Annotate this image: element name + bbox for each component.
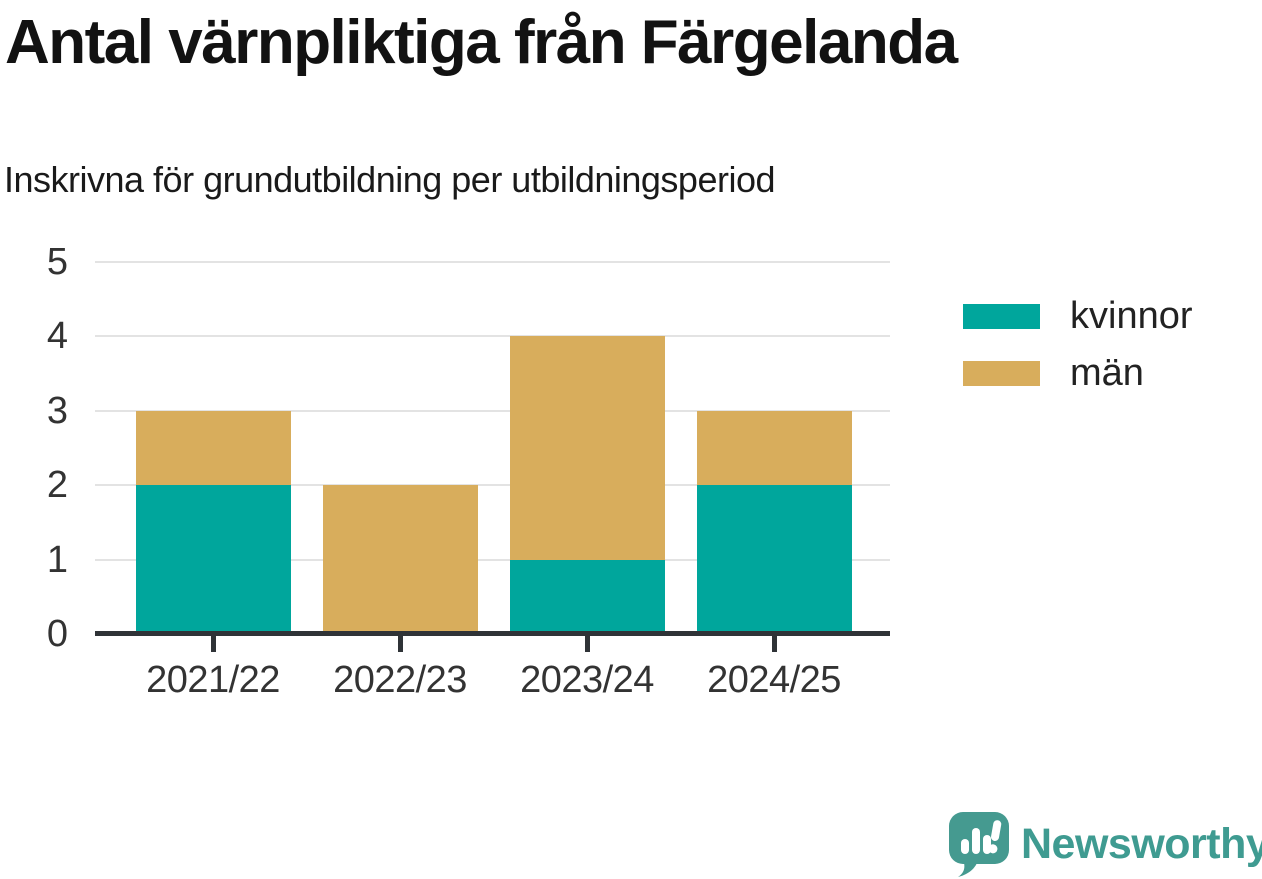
y-tick-label: 5 [46, 241, 68, 283]
gridline [95, 558, 890, 561]
newsworthy-logo-icon [949, 812, 1009, 877]
chart-legend: kvinnor män [963, 296, 1193, 393]
x-tick-label: 2022/23 [333, 659, 467, 701]
newsworthy-logo: Newsworthy [948, 811, 1262, 877]
x-tick-label: 2021/22 [146, 659, 280, 701]
y-tick-label: 1 [46, 538, 68, 581]
x-axis-line [95, 631, 890, 636]
gridline [95, 409, 890, 412]
x-tick [398, 636, 403, 652]
bar-segment-män [135, 410, 291, 486]
bar-segment-kvinnor [509, 559, 665, 634]
legend-swatch-kvinnor [963, 303, 1040, 329]
x-tick [585, 636, 590, 652]
bar-segment-kvinnor [135, 485, 291, 634]
legend-item-män: män [963, 353, 1193, 393]
gridline [95, 261, 890, 263]
newsworthy-wordmark: Newsworthy [1021, 820, 1262, 868]
bar-segment-män [509, 336, 665, 560]
gridline [95, 484, 890, 487]
x-tick-label: 2023/24 [520, 659, 654, 701]
x-tick [211, 636, 216, 652]
x-tick-label: 2024/25 [707, 659, 841, 701]
y-tick-label: 0 [46, 613, 68, 655]
legend-label-kvinnor: kvinnor [1070, 295, 1193, 337]
bar-segment-män [322, 485, 478, 634]
bar-segment-kvinnor [696, 485, 852, 634]
y-tick-label: 4 [46, 315, 68, 358]
legend-swatch-män [963, 360, 1040, 386]
chart-subtitle: Inskrivna för grundutbildning per utbild… [4, 159, 776, 200]
legend-label-män: män [1070, 352, 1144, 394]
legend-item-kvinnor: kvinnor [963, 296, 1193, 336]
gridline [95, 335, 890, 338]
x-tick [772, 636, 777, 652]
y-tick-label: 2 [46, 464, 68, 507]
y-tick-label: 3 [46, 389, 68, 432]
chart-title: Antal värnpliktiga från Färgelanda [5, 8, 958, 77]
bar-segment-män [696, 410, 852, 486]
